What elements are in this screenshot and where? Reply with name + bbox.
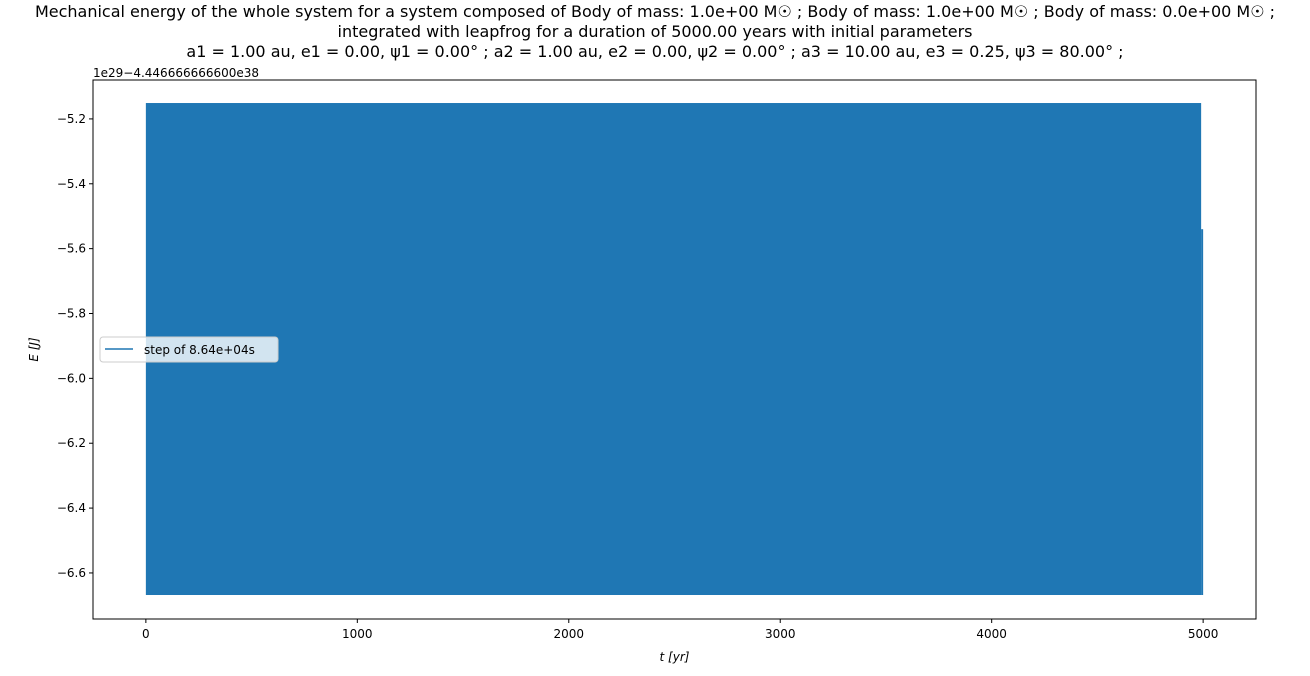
x-axis-label: t [yr]	[660, 650, 690, 664]
x-tick-label: 2000	[553, 627, 584, 641]
axes-frame	[92, 79, 1257, 620]
y-tick-label: −5.4	[57, 177, 86, 191]
y-tick-label: −5.2	[57, 112, 86, 126]
y-tick-label: −6.0	[57, 371, 86, 385]
y-tick-label: −6.6	[57, 566, 86, 580]
legend-box	[99, 336, 279, 363]
y-tick-label: −6.4	[57, 501, 86, 515]
series-band-0	[145, 103, 1202, 596]
legend-label: step of 8.64e+04s	[144, 343, 255, 357]
y-offset-text: 1e29−4.446666666600e38	[93, 66, 259, 80]
x-tick-label: 0	[142, 627, 150, 641]
chart-title-line-3: a1 = 1.00 au, e1 = 0.00, ψ1 = 0.00° ; a2…	[186, 42, 1124, 61]
chart-title-line-2: integrated with leapfrog for a duration …	[337, 22, 973, 41]
series-band-end-0	[1201, 229, 1204, 596]
y-tick-label: −5.8	[57, 307, 86, 321]
x-tick-label: 4000	[976, 627, 1007, 641]
y-tick-label: −6.2	[57, 436, 86, 450]
y-tick-label: −5.6	[57, 242, 86, 256]
x-tick-label: 3000	[765, 627, 796, 641]
x-tick-label: 5000	[1188, 627, 1219, 641]
chart-title-line-1: Mechanical energy of the whole system fo…	[34, 2, 1276, 21]
x-tick-label: 1000	[342, 627, 373, 641]
y-axis-label: E [J]	[27, 337, 41, 362]
